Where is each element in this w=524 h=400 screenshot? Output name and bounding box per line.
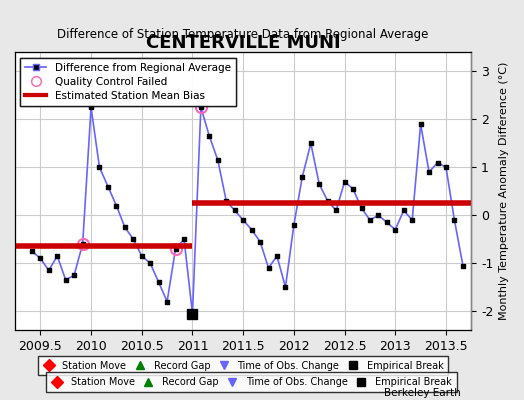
Point [383, 219, 391, 226]
Legend: Station Move, Record Gap, Time of Obs. Change, Empirical Break: Station Move, Record Gap, Time of Obs. C… [47, 372, 456, 392]
Point [307, 140, 315, 146]
Point [53, 253, 61, 259]
Point [417, 121, 425, 128]
Point [458, 262, 467, 269]
Point [222, 198, 231, 204]
Point [256, 238, 264, 245]
Point [391, 226, 399, 233]
Point [36, 255, 45, 262]
Point [196, 104, 205, 111]
Point [70, 272, 78, 278]
Point [442, 164, 450, 170]
Text: Difference of Station Temperature Data from Regional Average: Difference of Station Temperature Data f… [58, 28, 429, 41]
Point [341, 178, 349, 185]
Point [121, 224, 129, 230]
Point [155, 279, 163, 286]
Point [315, 181, 323, 187]
Point [247, 226, 256, 233]
Point [349, 186, 357, 192]
Title: CENTERVILLE MUNI: CENTERVILLE MUNI [146, 34, 341, 52]
Point [366, 217, 374, 223]
Point [332, 207, 341, 214]
Point [28, 248, 36, 254]
Point [45, 267, 53, 274]
Point [188, 310, 196, 317]
Point [214, 157, 222, 163]
Point [61, 277, 70, 283]
Point [104, 183, 112, 190]
Point [231, 207, 239, 214]
Point [171, 246, 180, 252]
Point [95, 164, 104, 170]
Point [450, 217, 458, 223]
Point [205, 133, 214, 139]
Y-axis label: Monthly Temperature Anomaly Difference (°C): Monthly Temperature Anomaly Difference (… [499, 62, 509, 320]
Point [290, 222, 298, 228]
Point [425, 169, 433, 175]
Point [273, 253, 281, 259]
Point [87, 104, 95, 111]
Point [433, 159, 442, 166]
Point [399, 207, 408, 214]
Point [239, 217, 247, 223]
Point [323, 198, 332, 204]
Point [180, 236, 188, 242]
Point [129, 236, 137, 242]
Point [112, 202, 121, 209]
Point [79, 241, 87, 247]
Point [408, 217, 417, 223]
Text: Berkeley Earth: Berkeley Earth [385, 388, 461, 398]
Point [357, 205, 366, 211]
Legend: Difference from Regional Average, Quality Control Failed, Estimated Station Mean: Difference from Regional Average, Qualit… [20, 58, 236, 106]
Point [146, 260, 155, 266]
Point [138, 253, 146, 259]
Point [374, 212, 383, 218]
Point [264, 265, 272, 271]
Point [281, 284, 290, 290]
Point [298, 174, 307, 180]
Point [163, 298, 171, 305]
